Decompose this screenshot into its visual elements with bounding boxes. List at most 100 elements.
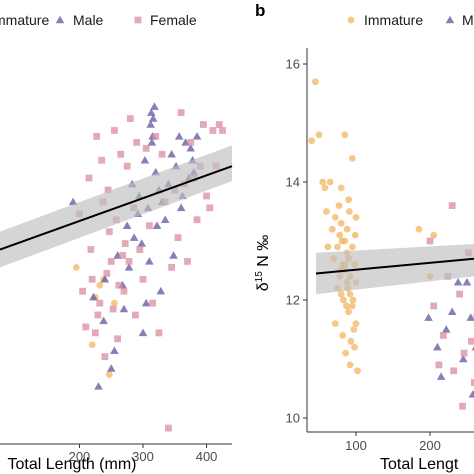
panel-b-immature-point — [337, 219, 345, 227]
panel-b-immature-point — [331, 214, 339, 221]
panela-male-point — [68, 197, 78, 206]
panel-b-female-point — [459, 402, 466, 410]
panel-b-label: b — [255, 1, 265, 20]
panela-female-point — [114, 335, 121, 343]
panel-b-y-axis-title-superscript: 15 — [254, 271, 265, 283]
panel-b-immature-point — [345, 196, 352, 204]
panel-b-x-tick-label: 200 — [419, 438, 441, 453]
panela-female-point — [145, 222, 153, 230]
panela-male-point — [176, 203, 186, 212]
panel-b-immature-point — [334, 243, 341, 251]
panel-b-immature-point — [338, 237, 346, 245]
panela-female-point — [152, 133, 160, 140]
panel-b-male-point — [459, 354, 468, 363]
panel-b-female-point — [430, 302, 438, 310]
panela-male-point — [106, 364, 116, 372]
panel-b-male-point — [441, 325, 451, 333]
panel-b-immature-point — [348, 155, 356, 162]
panela-female-point — [158, 150, 166, 158]
panela-immature-point — [88, 341, 96, 349]
panela-female-point — [149, 299, 156, 307]
panel-b-female-point — [426, 237, 434, 245]
panel-b-legend-male-label: M — [462, 12, 474, 28]
panel-b-immature-point — [354, 367, 361, 375]
panel-b-immature-point — [351, 231, 359, 239]
panel-b-female-point — [439, 332, 447, 339]
panela-immature-point — [111, 299, 118, 307]
panela-female-point — [117, 150, 125, 158]
panela-female-point — [155, 329, 163, 337]
panel-b-y-tick-label: 10 — [286, 411, 300, 426]
panel-b-female-point — [471, 379, 474, 386]
panel-b-male-point — [471, 346, 474, 351]
panela-male-point — [147, 138, 157, 146]
panela-male-point — [99, 316, 108, 325]
panela-female-point — [96, 299, 104, 307]
panela-female-point — [79, 287, 87, 295]
panela-female-point — [215, 121, 223, 128]
panel-a-x-ticks: 200 300 400 — [69, 444, 218, 464]
panela-x-tick-label: 400 — [196, 449, 218, 464]
panela-male-point — [150, 102, 159, 110]
panel-b-immature-point — [321, 184, 329, 192]
panela-female-point — [98, 156, 106, 164]
panel-b-immature-point — [342, 349, 350, 357]
panel-a-legend: mmature Male Female — [0, 12, 197, 28]
panel-b-immature-point — [342, 302, 350, 310]
panela-male-point — [124, 263, 134, 271]
panel-b-immature-point — [345, 308, 352, 316]
panela-female-point — [120, 287, 128, 295]
panela-female-point — [193, 216, 201, 224]
panela-female-point — [131, 311, 139, 319]
panel-b-immature-point — [341, 131, 349, 139]
panel-b-female-point — [448, 202, 456, 209]
panela-male-point — [137, 239, 147, 247]
panela-male-point — [192, 132, 202, 140]
panel-b-legend: Immature M — [347, 12, 474, 28]
panela-female-point — [209, 127, 217, 134]
panela-male-point — [94, 382, 103, 390]
panela-female-point — [93, 133, 101, 140]
panela-immature-point — [96, 281, 104, 289]
panel-b-male-point — [424, 313, 433, 321]
panel-b-immature-point — [348, 302, 356, 310]
panel-b-male-point — [453, 278, 463, 286]
panela-female-point — [187, 138, 195, 146]
panela-male-point — [141, 298, 151, 307]
panel-a-legend-female-key — [134, 16, 142, 24]
panel-b-immature-point — [343, 225, 351, 233]
panel-b-immature-point — [346, 361, 354, 369]
panela-female-point — [105, 228, 113, 236]
panel-b-immature-point — [415, 225, 423, 233]
panel-b-immature-point — [430, 231, 438, 239]
panela-female-point — [174, 234, 182, 242]
panela-female-point — [123, 162, 131, 170]
panel-b-y-axis-title-delta: δ — [255, 282, 272, 291]
panel-b-y-tick-label: 14 — [286, 175, 300, 190]
panel-b-y-axis-title-rest: N ‰ — [255, 235, 272, 271]
panela-male-point — [110, 346, 119, 354]
panela-male-point — [89, 292, 98, 301]
panela-female-point — [109, 305, 117, 313]
panela-male-point — [148, 114, 158, 122]
panela-female-point — [126, 115, 134, 122]
panela-female-point — [206, 204, 214, 212]
panel-a: 200 300 400 Total Length (mm) mmature Male F… — [0, 12, 233, 473]
panel-b-immature-point — [340, 296, 347, 304]
panel-b-immature-point — [350, 326, 358, 333]
panela-female-point — [139, 275, 147, 283]
panela-female-point — [82, 323, 90, 331]
panela-female-point — [125, 258, 133, 265]
panel-b-immature-point — [347, 337, 355, 345]
panel-b-y-tick-label: 16 — [286, 57, 300, 72]
panel-b-male-point — [436, 372, 446, 380]
panel-b-female-point — [460, 349, 468, 357]
panel-b-immature-point — [349, 296, 357, 304]
panel-b-fit-line — [315, 257, 474, 275]
panela-female-point — [85, 174, 93, 182]
panela-male-point — [152, 221, 162, 229]
panela-male-point — [122, 221, 132, 229]
panel-a-confidence-band — [0, 145, 232, 268]
panel-b-immature-point — [308, 137, 315, 145]
